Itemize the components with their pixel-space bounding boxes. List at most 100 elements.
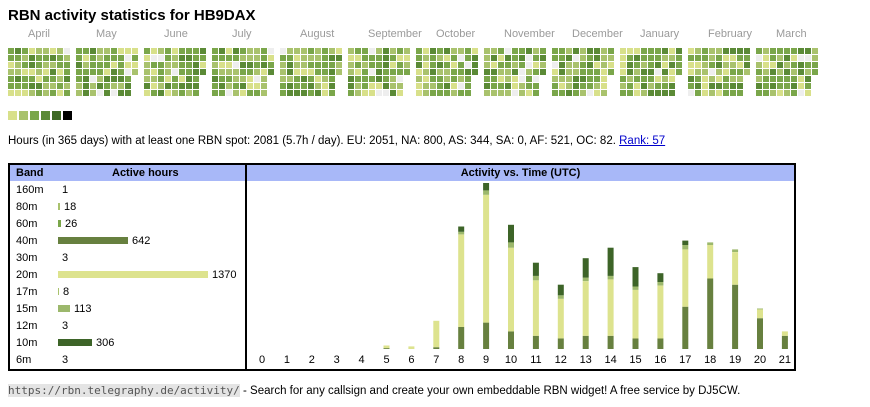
heatmap-day-cell[interactable] [268, 55, 274, 61]
heatmap-day-cell[interactable] [390, 83, 396, 89]
heatmap-day-cell[interactable] [294, 76, 300, 82]
heatmap-day-cell[interactable] [247, 48, 253, 54]
heatmap-day-cell[interactable] [423, 76, 429, 82]
heatmap-day-cell[interactable] [594, 62, 600, 68]
heatmap-day-cell[interactable] [540, 62, 546, 68]
heatmap-day-cell[interactable] [627, 83, 633, 89]
heatmap-day-cell[interactable] [287, 69, 293, 75]
heatmap-day-cell[interactable] [301, 62, 307, 68]
heatmap-day-cell[interactable] [50, 55, 56, 61]
heatmap-day-cell[interactable] [348, 69, 354, 75]
heatmap-day-cell[interactable] [634, 48, 640, 54]
heatmap-day-cell[interactable] [526, 55, 532, 61]
heatmap-day-cell[interactable] [716, 55, 722, 61]
heatmap-day-cell[interactable] [355, 48, 361, 54]
heatmap-day-cell[interactable] [212, 62, 218, 68]
heatmap-day-cell[interactable] [498, 48, 504, 54]
heatmap-day-cell[interactable] [430, 69, 436, 75]
heatmap-day-cell[interactable] [247, 90, 253, 96]
heatmap-day-cell[interactable] [280, 90, 286, 96]
heatmap-day-cell[interactable] [451, 90, 457, 96]
heatmap-day-cell[interactable] [308, 76, 314, 82]
heatmap-day-cell[interactable] [451, 83, 457, 89]
heatmap-day-cell[interactable] [15, 76, 21, 82]
heatmap-day-cell[interactable] [791, 62, 797, 68]
heatmap-day-cell[interactable] [770, 48, 776, 54]
heatmap-day-cell[interactable] [723, 83, 729, 89]
heatmap-day-cell[interactable] [608, 62, 614, 68]
heatmap-day-cell[interactable] [634, 83, 640, 89]
heatmap-day-cell[interactable] [172, 62, 178, 68]
heatmap-day-cell[interactable] [76, 76, 82, 82]
heatmap-day-cell[interactable] [397, 76, 403, 82]
heatmap-day-cell[interactable] [369, 76, 375, 82]
heatmap-day-cell[interactable] [608, 55, 614, 61]
heatmap-day-cell[interactable] [791, 83, 797, 89]
heatmap-day-cell[interactable] [648, 69, 654, 75]
heatmap-day-cell[interactable] [125, 76, 131, 82]
heatmap-day-cell[interactable] [348, 62, 354, 68]
heatmap-day-cell[interactable] [247, 76, 253, 82]
heatmap-day-cell[interactable] [430, 62, 436, 68]
heatmap-day-cell[interactable] [76, 83, 82, 89]
heatmap-day-cell[interactable] [308, 62, 314, 68]
heatmap-day-cell[interactable] [798, 48, 804, 54]
heatmap-day-cell[interactable] [730, 48, 736, 54]
heatmap-day-cell[interactable] [688, 83, 694, 89]
heatmap-day-cell[interactable] [287, 55, 293, 61]
heatmap-day-cell[interactable] [573, 76, 579, 82]
heatmap-day-cell[interactable] [798, 62, 804, 68]
heatmap-day-cell[interactable] [397, 69, 403, 75]
heatmap-day-cell[interactable] [64, 48, 70, 54]
heatmap-day-cell[interactable] [770, 90, 776, 96]
heatmap-day-cell[interactable] [294, 55, 300, 61]
heatmap-day-cell[interactable] [294, 83, 300, 89]
heatmap-day-cell[interactable] [716, 83, 722, 89]
heatmap-day-cell[interactable] [22, 83, 28, 89]
heatmap-day-cell[interactable] [158, 55, 164, 61]
heatmap-day-cell[interactable] [36, 76, 42, 82]
heatmap-day-cell[interactable] [594, 55, 600, 61]
heatmap-day-cell[interactable] [608, 48, 614, 54]
heatmap-day-cell[interactable] [676, 55, 682, 61]
heatmap-day-cell[interactable] [118, 90, 124, 96]
heatmap-day-cell[interactable] [226, 76, 232, 82]
heatmap-day-cell[interactable] [695, 69, 701, 75]
heatmap-day-cell[interactable] [118, 83, 124, 89]
heatmap-day-cell[interactable] [756, 55, 762, 61]
heatmap-day-cell[interactable] [76, 90, 82, 96]
heatmap-day-cell[interactable] [695, 76, 701, 82]
heatmap-day-cell[interactable] [437, 48, 443, 54]
heatmap-day-cell[interactable] [730, 90, 736, 96]
heatmap-day-cell[interactable] [498, 69, 504, 75]
heatmap-day-cell[interactable] [723, 76, 729, 82]
heatmap-day-cell[interactable] [620, 55, 626, 61]
heatmap-day-cell[interactable] [144, 55, 150, 61]
heatmap-day-cell[interactable] [566, 62, 572, 68]
heatmap-day-cell[interactable] [240, 83, 246, 89]
heatmap-day-cell[interactable] [737, 48, 743, 54]
heatmap-day-cell[interactable] [702, 55, 708, 61]
heatmap-day-cell[interactable] [240, 55, 246, 61]
heatmap-day-cell[interactable] [655, 76, 661, 82]
heatmap-day-cell[interactable] [301, 48, 307, 54]
heatmap-day-cell[interactable] [491, 62, 497, 68]
heatmap-day-cell[interactable] [8, 62, 14, 68]
heatmap-day-cell[interactable] [15, 69, 21, 75]
heatmap-day-cell[interactable] [261, 83, 267, 89]
heatmap-day-cell[interactable] [83, 55, 89, 61]
heatmap-day-cell[interactable] [118, 48, 124, 54]
heatmap-day-cell[interactable] [559, 83, 565, 89]
heatmap-day-cell[interactable] [186, 62, 192, 68]
heatmap-day-cell[interactable] [669, 90, 675, 96]
heatmap-day-cell[interactable] [15, 48, 21, 54]
heatmap-day-cell[interactable] [104, 55, 110, 61]
heatmap-day-cell[interactable] [451, 62, 457, 68]
heatmap-day-cell[interactable] [491, 76, 497, 82]
heatmap-day-cell[interactable] [144, 83, 150, 89]
heatmap-day-cell[interactable] [627, 90, 633, 96]
heatmap-day-cell[interactable] [465, 48, 471, 54]
heatmap-day-cell[interactable] [165, 83, 171, 89]
heatmap-day-cell[interactable] [601, 83, 607, 89]
heatmap-day-cell[interactable] [322, 55, 328, 61]
